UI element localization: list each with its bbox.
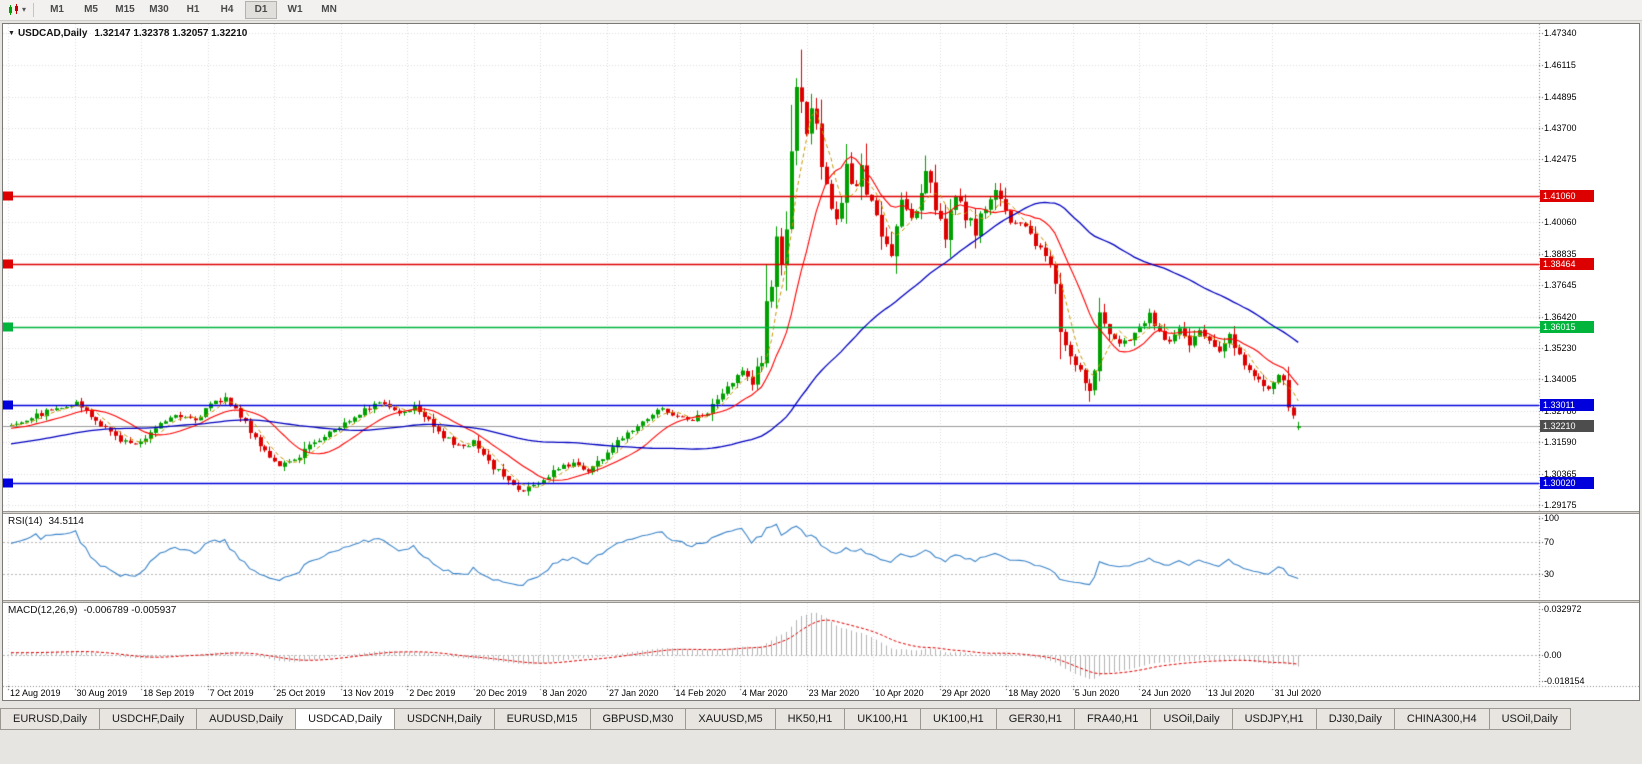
chart-tab-uk100-h1[interactable]: UK100,H1 [844, 708, 922, 730]
pane-separator-rsi[interactable] [3, 511, 1639, 514]
chart-tab-uk100-h1[interactable]: UK100,H1 [920, 708, 997, 730]
chart-tab-gbpusd-m30[interactable]: GBPUSD,M30 [589, 708, 687, 730]
toolbar-separator [33, 3, 35, 17]
pane-separator-macd[interactable] [3, 600, 1639, 603]
timeframe-button-m30[interactable]: M30 [149, 4, 169, 15]
candlestick-chart-icon [9, 4, 18, 15]
chart-tab-usdcnh-daily[interactable]: USDCNH,Daily [394, 708, 495, 730]
timeframe-button-mn[interactable]: MN [321, 4, 337, 15]
timeframe-button-m1[interactable]: M1 [50, 4, 64, 15]
chart-tab-bar: EURUSD,Daily USDCHF,Daily AUDUSD,Daily USDC… [0, 708, 1642, 734]
chart-window: ▼ USDCAD,Daily 1.32147 1.32378 1.32057 1.3… [2, 23, 1640, 701]
chart-tab-eurusd-daily[interactable]: EURUSD,Daily [0, 708, 100, 730]
chart-tab-fra40-h1[interactable]: FRA40,H1 [1073, 708, 1152, 730]
symbol-menu-button[interactable]: ▾ [4, 2, 29, 19]
chart-tab-usdjpy-h1[interactable]: USDJPY,H1 [1231, 708, 1317, 730]
chart-tab-usoil-daily[interactable]: USOil,Daily [1488, 708, 1571, 730]
timeframe-button-m5[interactable]: M5 [84, 4, 98, 15]
chart-tab-eurusd-m15[interactable]: EURUSD,M15 [493, 708, 591, 730]
top-toolbar: ▾ M1 M5 M15 M30 H1 H4 D1 W1 MN [0, 0, 1642, 21]
chart-tab-dj30-daily[interactable]: DJ30,Daily [1315, 708, 1395, 730]
timeframe-button-d1[interactable]: D1 [245, 1, 278, 19]
timeframe-button-h4[interactable]: H4 [220, 4, 234, 15]
dropdown-caret-icon: ▾ [22, 5, 27, 14]
timeframe-button-m15[interactable]: M15 [115, 4, 135, 15]
timeframe-group: M1 M5 M15 M30 H1 H4 D1 W1 MN [40, 1, 346, 19]
chart-canvas[interactable] [3, 24, 1639, 700]
timeframe-button-h1[interactable]: H1 [186, 4, 200, 15]
chart-tab-xauusd-m5[interactable]: XAUUSD,M5 [685, 708, 776, 730]
chart-tab-china300-h4[interactable]: CHINA300,H4 [1393, 708, 1490, 730]
chart-tab-usdcad-daily[interactable]: USDCAD,Daily [295, 708, 396, 730]
chart-tab-hk50-h1[interactable]: HK50,H1 [774, 708, 846, 730]
timeframe-button-w1[interactable]: W1 [287, 4, 303, 15]
chart-tab-audusd-daily[interactable]: AUDUSD,Daily [196, 708, 297, 730]
chart-tab-ger30-h1[interactable]: GER30,H1 [995, 708, 1075, 730]
chart-tab-usoil-daily[interactable]: USOil,Daily [1150, 708, 1233, 730]
chart-tab-usdchf-daily[interactable]: USDCHF,Daily [98, 708, 198, 730]
